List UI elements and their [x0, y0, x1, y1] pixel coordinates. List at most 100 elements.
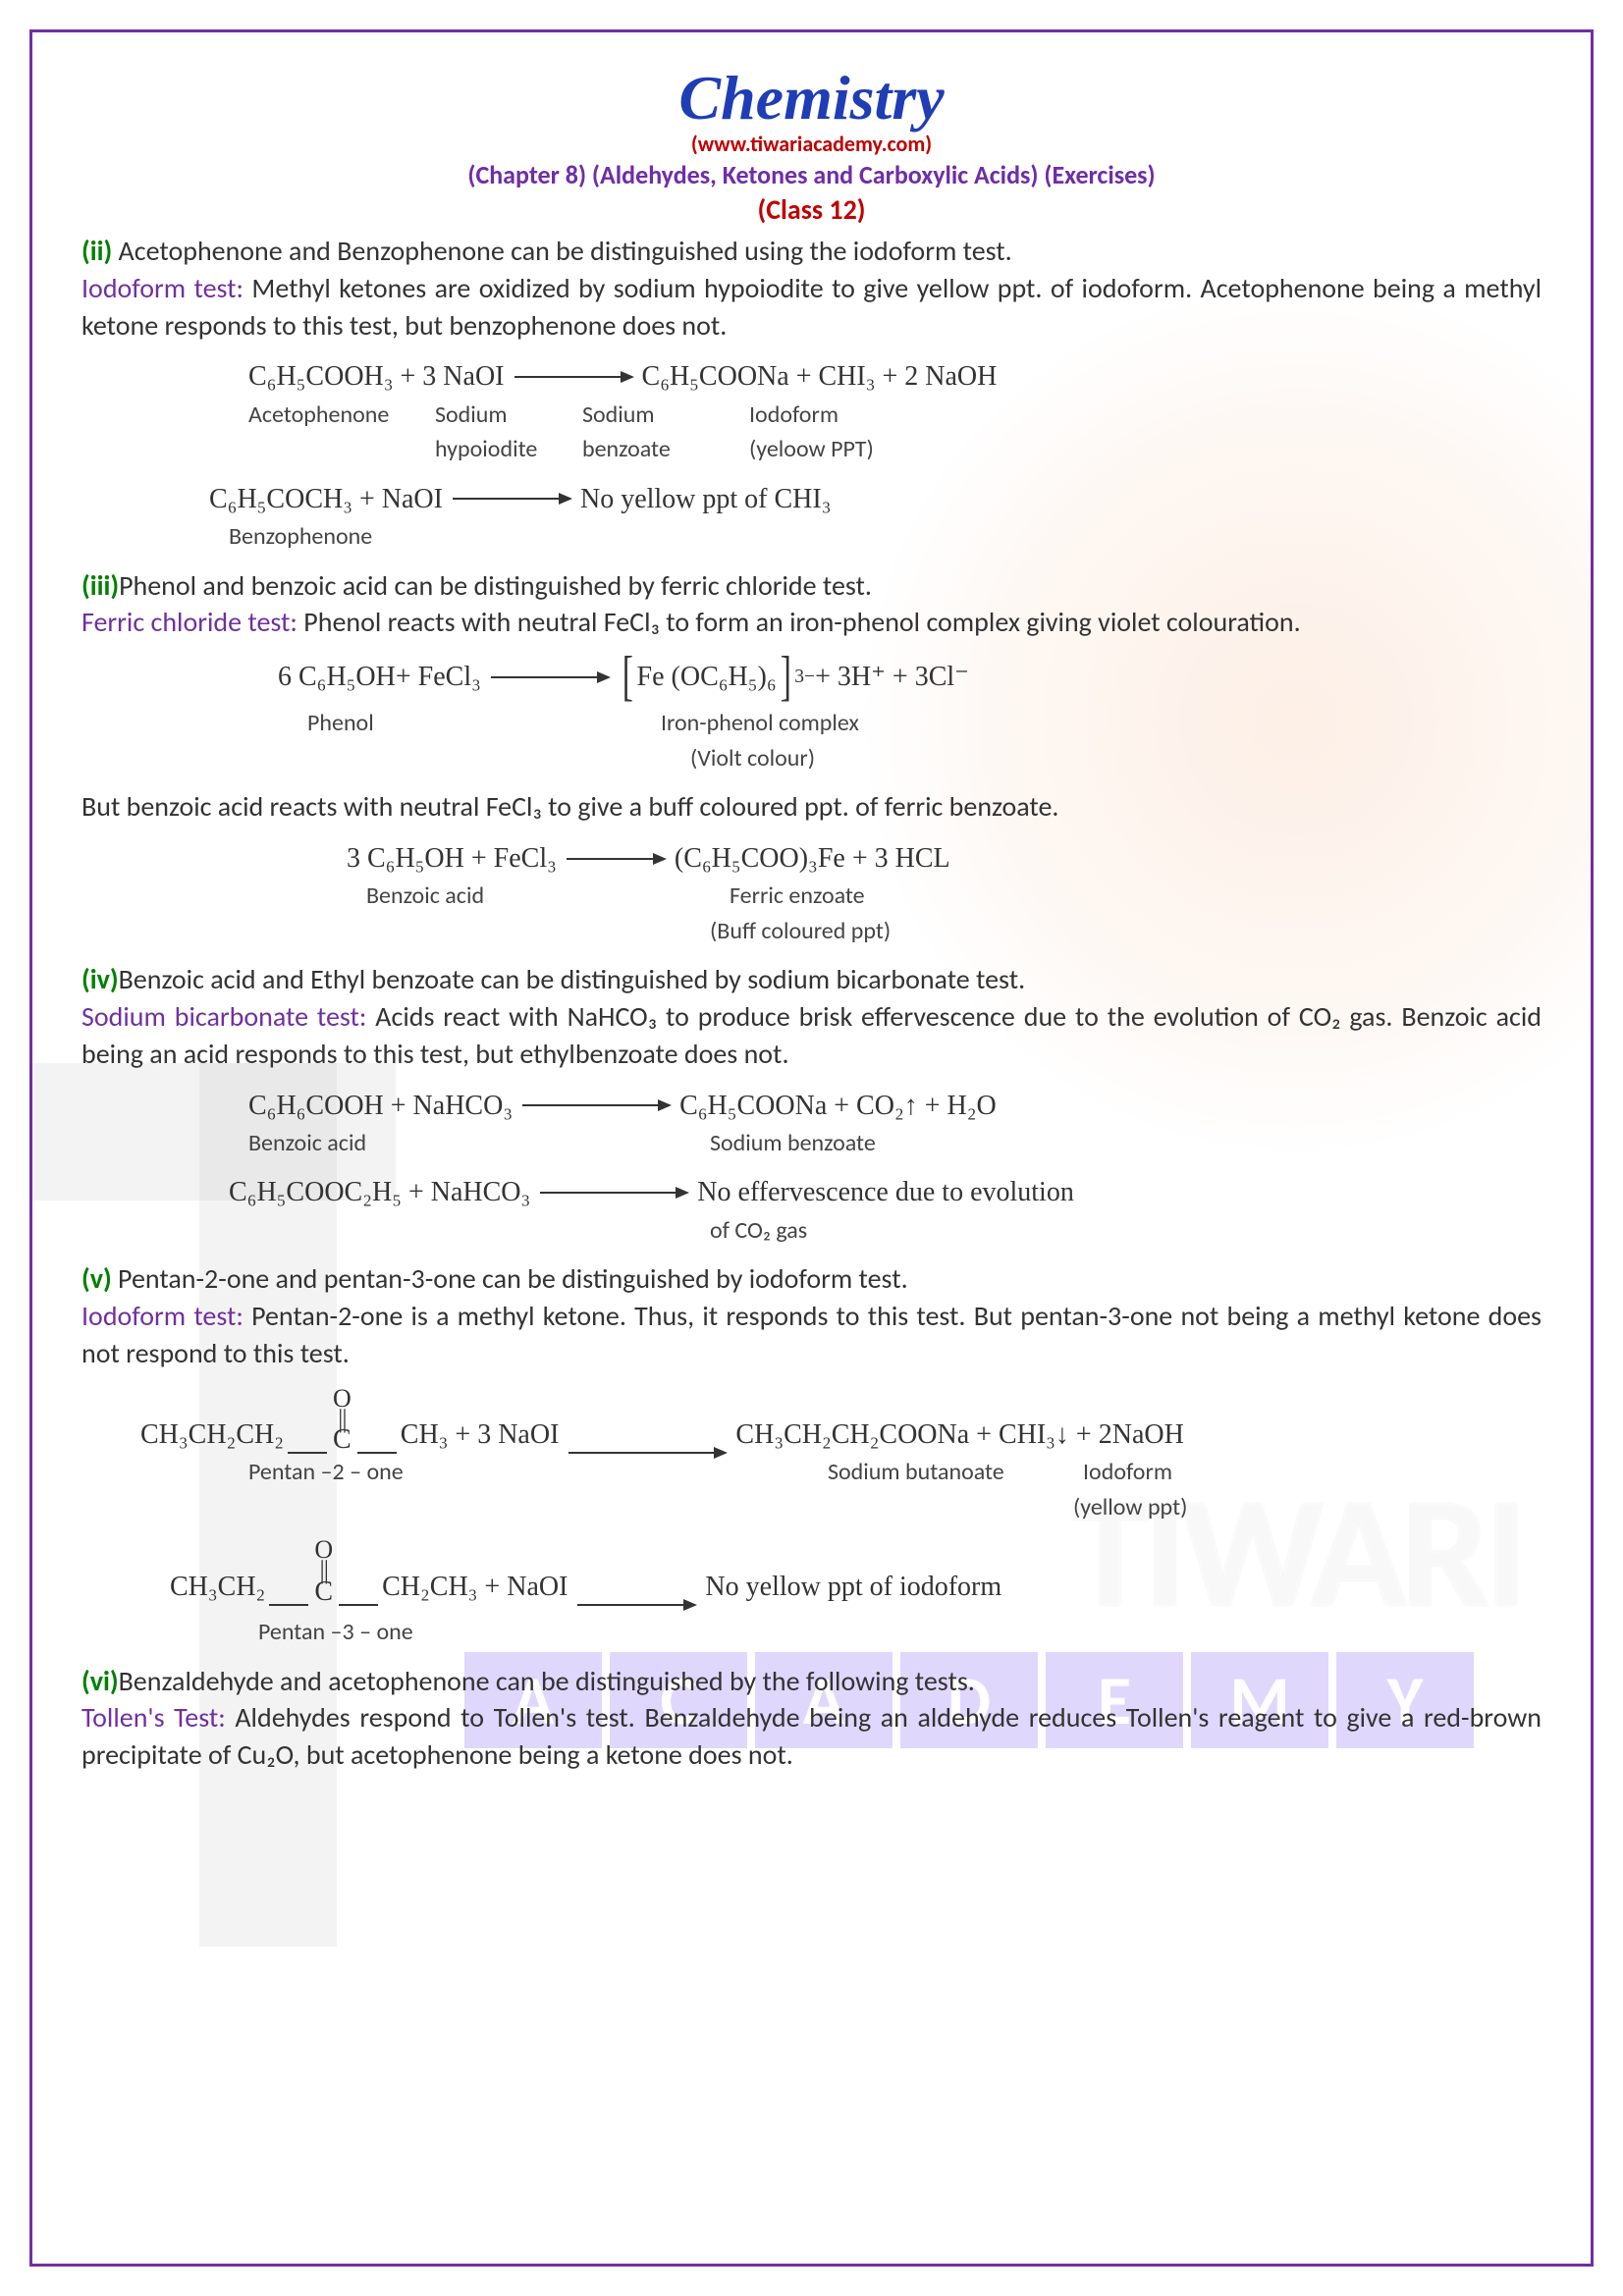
eq-l1: CH₃CH₂ [170, 1568, 265, 1606]
eq-iii-1: 6 C₆H₅OH+ FeCl₃ [ Fe (OC₆H₅)₆ ] 3− + 3H⁺… [278, 655, 1542, 774]
arrow-icon [491, 676, 609, 678]
arrow-icon [568, 1452, 726, 1454]
arrow-icon [453, 498, 570, 500]
arrow-icon [567, 858, 665, 860]
eq-ii-2: C₆H₅COCH₃ + NaOI No yellow ppt of CHI₃ B… [209, 480, 1542, 554]
lbl: Phenol [307, 707, 661, 740]
section-ii: (ii) Acetophenone and Benzophenone can b… [81, 233, 1542, 270]
bracket-icon: ] [780, 655, 790, 699]
eq-complex: Fe (OC₆H₅)₆ [637, 658, 777, 696]
lbl: Benzoic acid [248, 1127, 710, 1160]
eq-rhs: C₆H₅COONa + CHI₃ + 2 NaOH [642, 357, 998, 396]
text: Benzaldehyde and acetophenone can be dis… [119, 1664, 975, 1698]
lbl: Sodium [435, 399, 582, 432]
eq-v-2: CH₃CH₂ O||C CH₂CH₃ + NaOI No yellow ppt … [170, 1537, 1542, 1648]
lbl [278, 742, 690, 775]
section-v-test: Iodoform test: Pentan-2-one is a methyl … [81, 1298, 1542, 1372]
lbl: (yellow ppt) [1073, 1491, 1187, 1524]
bond-icon [339, 1604, 378, 1606]
eq-rhs: CH₃CH₂CH₂COONa + CHI₃↓ + 2NaOH [735, 1415, 1183, 1454]
eq-l1: CH₃CH₂CH₂ [140, 1415, 284, 1454]
lbl: benzoate [582, 433, 749, 466]
carbonyl-icon: O||C [333, 1386, 352, 1455]
bond-icon [269, 1604, 308, 1606]
text: Phenol reacts with neutral FeCl₃ to form… [298, 605, 1301, 639]
eq-rhs: No yellow ppt of iodoform [705, 1568, 1001, 1606]
page-frame: TIWARI ACADEMY Chemistry (www.tiwariacad… [29, 29, 1594, 2267]
bond-icon [357, 1452, 397, 1454]
eq-iv-2: C₆H₅COOC₂H₅ + NaHCO₃ No effervescence du… [229, 1173, 1542, 1247]
section-iii-test: Ferric chloride test: Phenol reacts with… [81, 604, 1542, 641]
eq-lhs: C₆H₅COCH₃ + NaOI [209, 480, 443, 518]
eq-rhs: (C₆H₅COO)₃Fe + 3 HCL [675, 839, 950, 878]
arrow-icon [514, 376, 632, 378]
lbl: Iron-phenol complex [661, 707, 859, 740]
lbl: Sodium benzoate [710, 1127, 876, 1160]
lbl [140, 1491, 1073, 1524]
lbl: of CO₂ gas [710, 1214, 807, 1248]
arrow-icon [522, 1104, 670, 1106]
lbl: Iodoform [1083, 1456, 1172, 1489]
test-label: Iodoform test: [81, 1299, 243, 1333]
lbl: Sodium [582, 399, 749, 432]
section-iii-mid: But benzoic acid reacts with neutral FeC… [81, 788, 1542, 826]
num-iv: (iv) [81, 962, 119, 996]
arrow-icon [540, 1192, 687, 1194]
lbl: Pentan –2 – one [248, 1456, 828, 1489]
section-vi-test: Tollen's Test: Aldehydes respond to Toll… [81, 1699, 1542, 1774]
bracket-icon: [ [622, 655, 633, 699]
lbl [347, 915, 710, 948]
charge: 3− [794, 664, 815, 690]
section-iv-test: Sodium bicarbonate test: Acids react wit… [81, 998, 1542, 1073]
class-line: (Class 12) [81, 192, 1542, 227]
test-label: Tollen's Test: [81, 1700, 226, 1735]
num-ii: (ii) [81, 234, 112, 268]
lbl: Benzophenone [229, 520, 372, 554]
test-label: Ferric chloride test: [81, 605, 298, 639]
lbl: Pentan –3 – one [258, 1616, 413, 1649]
section-v: (v) Pentan-2-one and pentan-3-one can be… [81, 1260, 1542, 1298]
eq-tail: + 3H⁺ + 3Cl⁻ [815, 658, 969, 696]
eq-lhs: C₆H₅COOH₃ + 3 NaOI [248, 357, 505, 396]
bond-icon [288, 1452, 327, 1454]
text: Pentan-2-one and pentan-3-one can be dis… [112, 1261, 908, 1296]
section-vi: (vi)Benzaldehyde and acetophenone can be… [81, 1663, 1542, 1700]
lbl: Benzoic acid [366, 880, 730, 913]
num-iii: (iii) [81, 568, 119, 603]
text: Aldehydes respond to Tollen's test. Benz… [81, 1700, 1542, 1772]
lbl: Sodium butanoate [828, 1456, 1083, 1489]
lbl: (yeloow PPT) [749, 433, 874, 466]
eq-lhs: C₆H₅COOC₂H₅ + NaHCO₃ [229, 1173, 530, 1211]
page-title: Chemistry [81, 62, 1542, 134]
content-area: Chemistry (www.tiwariacademy.com) (Chapt… [81, 62, 1542, 1774]
eq-iii-2: 3 C₆H₅OH + FeCl₃ (C₆H₅COO)₃Fe + 3 HCL Be… [347, 839, 1542, 947]
text: Pentan-2-one is a methyl ketone. Thus, i… [81, 1299, 1542, 1370]
lbl: Acetophenone [248, 399, 435, 432]
arrow-icon [577, 1604, 695, 1606]
num-vi: (vi) [81, 1664, 119, 1698]
eq-iv-1: C₆H₆COOH + NaHCO₃ C₆H₅COONa + CO₂↑ + H₂O… [248, 1087, 1542, 1160]
lbl: hypoiodite [435, 433, 582, 466]
test-label: Iodoform test: [81, 271, 243, 305]
eq-lhs: 6 C₆H₅OH+ FeCl₃ [278, 658, 481, 696]
section-ii-test: Iodoform test: Methyl ketones are oxidiz… [81, 270, 1542, 345]
section-iii: (iii)Phenol and benzoic acid can be dist… [81, 567, 1542, 605]
eq-l2: CH₃ + 3 NaOI [401, 1415, 560, 1454]
lbl: (Violt colour) [690, 742, 815, 775]
eq-rhs: No yellow ppt of CHI₃ [580, 480, 832, 518]
chapter-line: (Chapter 8) (Aldehydes, Ketones and Carb… [81, 159, 1542, 190]
text: Phenol and benzoic acid can be distingui… [119, 568, 872, 603]
eq-rhs: C₆H₅COONa + CO₂↑ + H₂O [679, 1087, 997, 1125]
test-label: Sodium bicarbonate test: [81, 999, 366, 1034]
text: Benzoic acid and Ethyl benzoate can be d… [119, 962, 1026, 996]
eq-l2: CH₂CH₃ + NaOI [382, 1568, 568, 1606]
lbl: Iodoform [749, 399, 839, 432]
eq-rhs: No effervescence due to evolution [697, 1173, 1074, 1211]
text: Methyl ketones are oxidized by sodium hy… [81, 271, 1542, 343]
eq-v-1: CH₃CH₂CH₂ O||C CH₃ + 3 NaOI CH₃CH₂CH₂COO… [140, 1386, 1542, 1524]
page-url: (www.tiwariacademy.com) [81, 131, 1542, 157]
text: Acetophenone and Benzophenone can be dis… [112, 234, 1012, 268]
section-iv: (iv)Benzoic acid and Ethyl benzoate can … [81, 961, 1542, 998]
lbl [248, 433, 435, 466]
eq-ii-1: C₆H₅COOH₃ + 3 NaOI C₆H₅COONa + CHI₃ + 2 … [248, 357, 1542, 465]
